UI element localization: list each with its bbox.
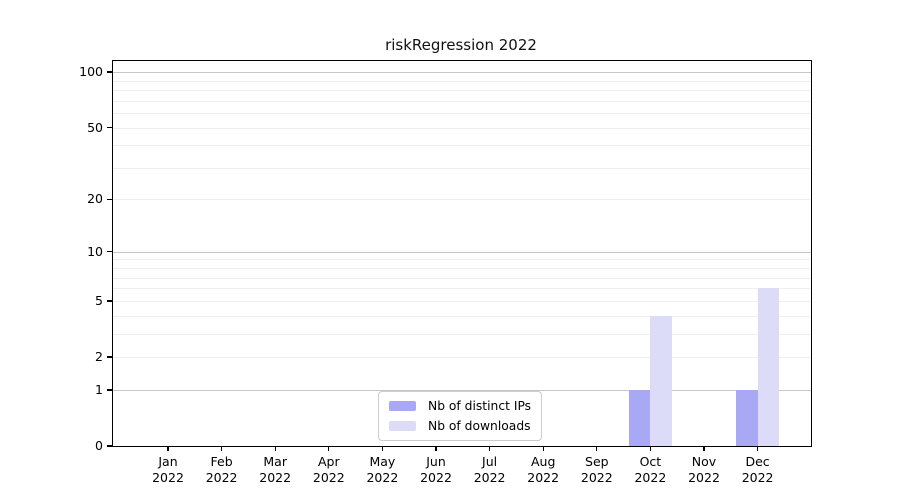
gridline-minor: [113, 357, 811, 358]
legend-label-downloads: Nb of downloads: [428, 419, 531, 433]
gridline-minor: [113, 145, 811, 147]
x-tick-mark-apr: [328, 446, 330, 451]
gridline-minor: [113, 277, 811, 279]
x-tick-label-jan: Jan 2022: [138, 454, 198, 485]
gridline-minor: [113, 259, 811, 261]
y-tick-label-10: 10: [87, 243, 103, 259]
bar-downloads-oct: [650, 315, 672, 446]
year-label: 2022: [152, 469, 184, 485]
y-tick-label-0: 0: [95, 437, 103, 453]
y-tick-label-2: 2: [95, 348, 103, 364]
month-label: Aug: [530, 454, 556, 469]
x-tick-mark-jun: [435, 446, 437, 451]
year-label: 2022: [259, 469, 292, 485]
legend-swatch-distinct-ips: [389, 401, 416, 411]
gridline-minor: [113, 100, 811, 102]
gridline-minor: [113, 333, 811, 335]
x-tick-mark-feb: [220, 446, 223, 451]
gridline-minor: [113, 113, 811, 115]
gridline-minor: [113, 80, 811, 82]
bar-downloads-dec: [757, 288, 780, 446]
y-tick-mark: [106, 389, 112, 391]
x-tick-label-may: May 2022: [352, 454, 412, 485]
gridline-major: [113, 389, 811, 391]
gridline-minor: [113, 268, 811, 270]
gridline-major: [113, 251, 811, 253]
y-tick-mark: [106, 71, 112, 73]
legend: Nb of distinct IPs Nb of downloads: [378, 391, 543, 441]
month-label: Jan: [158, 454, 178, 469]
year-label: 2022: [205, 469, 238, 485]
month-label: Mar: [263, 454, 287, 469]
x-tick-label-sep: Sep 2022: [567, 454, 627, 485]
gridline-minor: [113, 315, 811, 317]
y-tick-mark: [106, 356, 112, 358]
gridline-major: [113, 72, 811, 74]
x-tick-label-feb: Feb 2022: [192, 454, 252, 485]
gridline-minor: [113, 288, 811, 290]
gridline-minor: [113, 199, 811, 201]
gridline-minor: [113, 167, 811, 169]
x-tick-label-oct: Oct 2022: [620, 454, 680, 485]
year-label: 2022: [366, 469, 399, 485]
y-tick-mark: [106, 198, 112, 201]
year-label: 2022: [473, 469, 506, 485]
x-tick-mark-nov: [703, 446, 705, 451]
month-label: Apr: [317, 454, 340, 469]
legend-swatch-downloads: [389, 421, 416, 431]
chart-title: riskRegression 2022: [385, 36, 537, 54]
legend-entry-downloads: Nb of downloads: [389, 419, 531, 433]
x-tick-mark-jan: [167, 446, 169, 451]
x-tick-label-jul: Jul 2022: [460, 454, 520, 485]
plot-area: 0 1 2 5 10 20 50 100 Jan 2022 Feb 2022 Mar 2022 Apr 202…: [79, 60, 812, 485]
gridline-minor: [113, 127, 811, 129]
y-tick-label-20: 20: [87, 191, 103, 207]
legend-entry-distinct-ips: Nb of distinct IPs: [389, 399, 531, 413]
month-label: Sep: [585, 454, 609, 469]
x-tick-mark-oct: [649, 446, 652, 451]
gridline-minor: [113, 300, 811, 302]
year-label: 2022: [527, 469, 560, 485]
bar-distinct-ips-dec: [736, 389, 758, 446]
x-tick-label-nov: Nov 2022: [674, 454, 734, 485]
year-label: 2022: [580, 469, 613, 485]
y-tick-mark: [106, 300, 112, 302]
y-tick-label-50: 50: [87, 119, 103, 135]
x-tick-label-mar: Mar 2022: [245, 454, 305, 485]
bar-distinct-ips-oct: [628, 389, 651, 446]
year-label: 2022: [634, 469, 667, 485]
x-tick-mark-may: [381, 446, 384, 451]
year-label: 2022: [688, 469, 720, 485]
y-tick-mark: [106, 126, 112, 129]
x-tick-mark-jul: [488, 446, 491, 451]
gridline-minor: [113, 90, 811, 92]
month-label: Jun: [426, 454, 446, 469]
x-tick-mark-mar: [274, 446, 276, 451]
x-tick-label-dec: Dec 2022: [728, 454, 788, 485]
x-tick-mark-dec: [756, 446, 759, 451]
month-label: Oct: [639, 454, 662, 469]
x-tick-label-apr: Apr 2022: [299, 454, 359, 485]
y-tick-label-100: 100: [79, 63, 103, 79]
x-tick-label-aug: Aug 2022: [513, 454, 573, 485]
x-tick-label-jun: Jun 2022: [406, 454, 466, 485]
year-label: 2022: [420, 469, 452, 485]
y-tick-mark: [106, 251, 112, 253]
x-tick-mark-aug: [542, 446, 544, 451]
month-label: Feb: [210, 454, 233, 469]
x-tick-mark-sep: [596, 446, 598, 451]
month-label: May: [369, 454, 396, 469]
legend-label-distinct-ips: Nb of distinct IPs: [428, 399, 532, 413]
y-tick-mark: [106, 445, 112, 447]
month-label: Jul: [482, 454, 498, 469]
y-tick-label-1: 1: [95, 381, 103, 397]
month-label: Nov: [691, 454, 717, 469]
year-label: 2022: [312, 469, 345, 485]
year-label: 2022: [741, 469, 774, 485]
month-label: Dec: [745, 454, 770, 469]
y-tick-label-5: 5: [95, 292, 103, 308]
